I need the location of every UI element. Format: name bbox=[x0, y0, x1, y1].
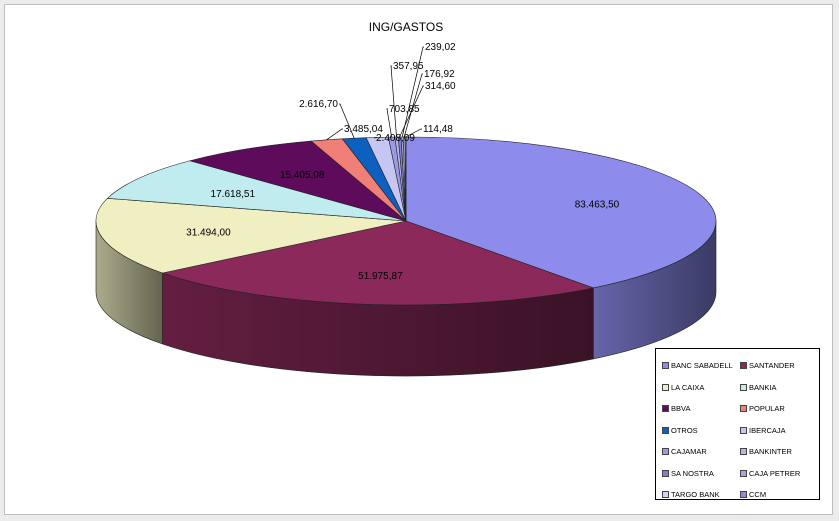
legend-swatch bbox=[740, 469, 747, 477]
legend: BANC SABADELL SANTANDER LA CAIXA BANKIA BBVA… bbox=[655, 348, 820, 500]
leader-line bbox=[399, 85, 424, 138]
pie-slice-bankia bbox=[106, 160, 407, 222]
legend-label: TARGO BANK bbox=[671, 490, 720, 499]
legend-label: LA CAIXA bbox=[671, 382, 705, 392]
data-label: 17.618,51 bbox=[211, 189, 256, 200]
legend-swatch bbox=[740, 383, 747, 391]
legend-item: BANKIA bbox=[740, 377, 820, 399]
legend-item: BANKINTER bbox=[740, 441, 820, 463]
data-label: 114,48 bbox=[423, 124, 453, 135]
data-label: 3.485,04 bbox=[344, 124, 383, 135]
legend-label: POPULAR bbox=[749, 404, 785, 413]
data-label: 83.463,50 bbox=[575, 200, 620, 211]
legend-swatch bbox=[662, 426, 669, 434]
leader-line bbox=[373, 137, 378, 139]
data-label: 31.494,00 bbox=[186, 228, 231, 239]
data-label: 2.616,70 bbox=[299, 99, 338, 110]
legend-item: SA NOSTRA bbox=[662, 463, 740, 485]
data-label: 357,95 bbox=[393, 61, 424, 72]
leader-line bbox=[339, 103, 355, 139]
legend-item: BBVA bbox=[662, 398, 740, 420]
legend-swatch bbox=[662, 362, 669, 370]
legend-swatch bbox=[740, 426, 747, 434]
legend-item: CCM bbox=[740, 484, 820, 506]
legend-label: CAJAMAR bbox=[671, 447, 707, 456]
legend-item: TARGO BANK bbox=[662, 484, 740, 506]
legend-swatch bbox=[740, 448, 747, 456]
legend-item: LA CAIXA bbox=[662, 377, 740, 399]
chart-title: ING/GASTOS bbox=[369, 20, 443, 34]
legend-swatch bbox=[662, 491, 669, 499]
legend-swatch bbox=[740, 362, 747, 370]
leader-line bbox=[405, 128, 422, 138]
legend-swatch bbox=[662, 383, 669, 391]
data-label: 15.405,08 bbox=[280, 170, 325, 181]
chart-area: ING/GASTOS 83.463,50 51.975,87 31.494,00 17… bbox=[4, 4, 833, 515]
legend-label: SA NOSTRA bbox=[671, 468, 714, 478]
legend-label: CAJA PETRER bbox=[749, 468, 801, 478]
leader-line bbox=[401, 46, 424, 138]
legend-label: BANKINTER bbox=[749, 447, 792, 456]
legend-item: SANTANDER bbox=[740, 355, 820, 377]
legend-label: IBERCAJA bbox=[749, 425, 786, 435]
legend-swatch bbox=[662, 405, 669, 413]
pie-slice-santander bbox=[161, 220, 595, 306]
legend-label: OTROS bbox=[671, 425, 698, 435]
legend-swatch bbox=[662, 448, 669, 456]
legend-label: BANKIA bbox=[749, 382, 777, 392]
legend-swatch bbox=[662, 469, 669, 477]
pie-chart: ING/GASTOS 83.463,50 51.975,87 31.494,00 17… bbox=[95, 20, 717, 377]
legend-item: CAJA PETRER bbox=[740, 463, 820, 485]
data-label: 176,92 bbox=[424, 69, 455, 80]
legend-label: BANC SABADELL bbox=[671, 361, 733, 370]
data-label: 51.975,87 bbox=[358, 271, 403, 282]
leader-line bbox=[390, 65, 397, 138]
legend-item: OTROS bbox=[662, 420, 740, 442]
legend-item: BANC SABADELL bbox=[662, 355, 740, 377]
pie-slice-bbva bbox=[188, 140, 407, 222]
legend-item: POPULAR bbox=[740, 398, 820, 420]
legend-item: CAJAMAR bbox=[662, 441, 740, 463]
legend-label: BBVA bbox=[671, 404, 691, 413]
leader-line bbox=[326, 128, 343, 141]
pie-slice-banc-sabadell bbox=[405, 136, 717, 289]
pie-slice-la-caixa bbox=[95, 198, 407, 274]
leader-line bbox=[386, 108, 392, 138]
data-label: 314,60 bbox=[425, 81, 456, 92]
legend-swatch bbox=[740, 405, 747, 413]
data-label: 703,85 bbox=[389, 104, 420, 115]
data-label: 239,02 bbox=[425, 42, 456, 53]
data-label: 2.408,09 bbox=[376, 133, 415, 144]
leader-line bbox=[403, 73, 423, 138]
legend-label: CCM bbox=[749, 490, 767, 499]
legend-label: SANTANDER bbox=[749, 361, 795, 370]
legend-item: IBERCAJA bbox=[740, 420, 820, 442]
legend-swatch bbox=[740, 491, 747, 499]
